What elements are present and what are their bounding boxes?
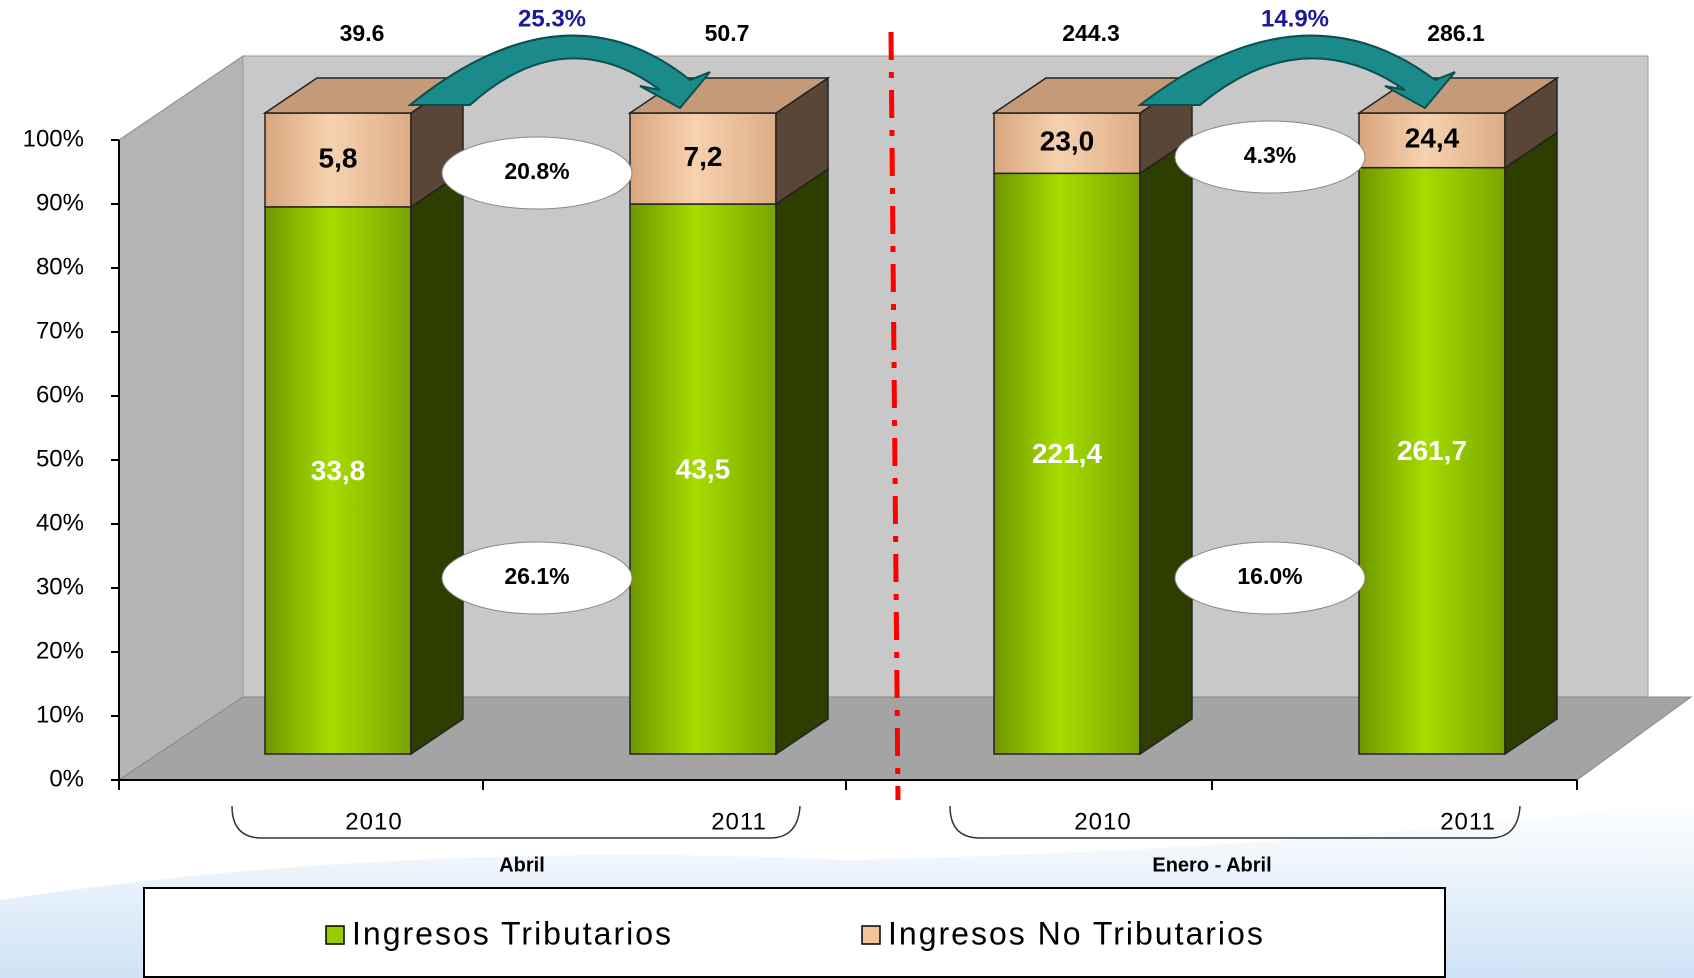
value-label: 24,4 bbox=[1405, 123, 1460, 154]
y-tick-label: 30% bbox=[36, 573, 84, 600]
total-label: 286.1 bbox=[1427, 20, 1485, 46]
annotation: 4.3% bbox=[1244, 142, 1296, 168]
x-axis-ticks bbox=[118, 780, 1578, 790]
x-tick-label: 2010 bbox=[345, 808, 402, 835]
bar-segment-side bbox=[1504, 131, 1558, 756]
bar-segment-side bbox=[775, 167, 829, 756]
annotation: 16.0% bbox=[1237, 563, 1302, 589]
bar-segment bbox=[1358, 112, 1506, 169]
y-tick-label: 20% bbox=[36, 637, 84, 664]
group-brace bbox=[231, 805, 801, 839]
legend-swatch bbox=[325, 925, 345, 945]
value-label: 43,5 bbox=[676, 453, 731, 484]
y-tick-label: 80% bbox=[36, 253, 84, 280]
bar-segment bbox=[993, 112, 1141, 175]
total-label: 39.6 bbox=[340, 20, 385, 46]
value-label: 221,4 bbox=[1032, 438, 1102, 469]
x-tick-label: 2010 bbox=[1074, 808, 1131, 835]
annotation-oval bbox=[441, 541, 633, 615]
bar-segment bbox=[264, 112, 412, 208]
group-label: Enero - Abril bbox=[1152, 854, 1271, 876]
y-tick-label: 50% bbox=[36, 445, 84, 472]
x-tick-label: 2011 bbox=[711, 808, 767, 835]
y-tick-label: 90% bbox=[36, 189, 84, 216]
growth-arrow bbox=[407, 34, 711, 110]
growth-arrow bbox=[1137, 34, 1456, 110]
value-label: 33,8 bbox=[311, 455, 366, 486]
bar-segment bbox=[629, 203, 777, 755]
total-label: 50.7 bbox=[705, 20, 750, 46]
annotation-oval bbox=[441, 136, 633, 210]
legend-swatch bbox=[861, 925, 881, 945]
y-tick-label: 40% bbox=[36, 509, 84, 536]
left-wall bbox=[118, 55, 244, 781]
bar-segment bbox=[264, 206, 412, 755]
x-tick-label: 2011 bbox=[1440, 808, 1496, 835]
bar-segment-side bbox=[410, 170, 464, 756]
bar-segment-side bbox=[1139, 136, 1193, 756]
group-brace bbox=[949, 805, 1521, 839]
y-tick-label: 60% bbox=[36, 381, 84, 408]
legend-box bbox=[143, 887, 1446, 978]
annotation: 25.3% bbox=[518, 5, 586, 32]
group-label: Abril bbox=[499, 854, 545, 876]
legend-label: Ingresos No Tributarios bbox=[888, 915, 1265, 951]
annotation-oval bbox=[1174, 541, 1366, 615]
value-label: 7,2 bbox=[684, 141, 723, 172]
y-tick-label: 0% bbox=[49, 765, 84, 792]
y-tick-label: 70% bbox=[36, 317, 84, 344]
annotation: 26.1% bbox=[504, 563, 569, 589]
value-label: 261,7 bbox=[1397, 435, 1467, 466]
annotation: 14.9% bbox=[1261, 5, 1329, 32]
annotation-oval bbox=[1174, 120, 1366, 194]
y-tick-label: 100% bbox=[23, 125, 84, 152]
legend-label: Ingresos Tributarios bbox=[352, 915, 673, 951]
divider bbox=[888, 31, 901, 801]
value-label: 23,0 bbox=[1040, 126, 1095, 157]
annotation: 20.8% bbox=[504, 158, 569, 184]
total-label: 244.3 bbox=[1062, 20, 1120, 46]
y-tick-label: 10% bbox=[36, 701, 84, 728]
bar-segment bbox=[629, 112, 777, 205]
bar-segment bbox=[993, 172, 1141, 755]
value-label: 5,8 bbox=[319, 142, 358, 173]
bar-segment bbox=[1358, 166, 1506, 755]
